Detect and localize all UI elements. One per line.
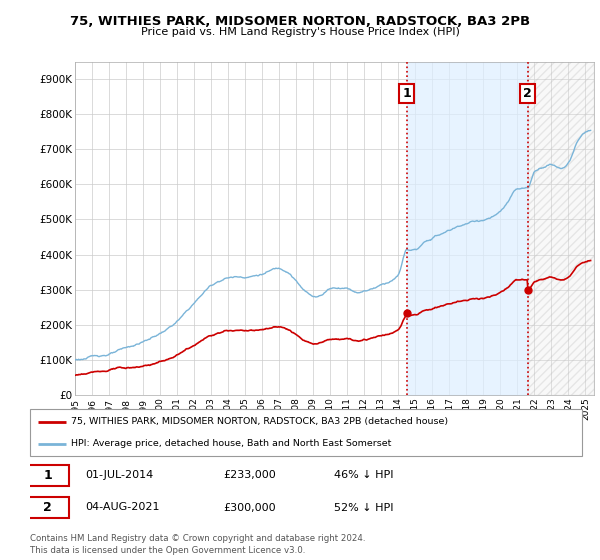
- Text: 46% ↓ HPI: 46% ↓ HPI: [334, 470, 393, 480]
- Text: £233,000: £233,000: [223, 470, 276, 480]
- FancyBboxPatch shape: [30, 409, 582, 456]
- Text: 1: 1: [43, 469, 52, 482]
- Text: 75, WITHIES PARK, MIDSOMER NORTON, RADSTOCK, BA3 2PB (detached house): 75, WITHIES PARK, MIDSOMER NORTON, RADST…: [71, 417, 449, 426]
- Text: 52% ↓ HPI: 52% ↓ HPI: [334, 502, 393, 512]
- Text: 1: 1: [403, 87, 411, 100]
- Text: 75, WITHIES PARK, MIDSOMER NORTON, RADSTOCK, BA3 2PB: 75, WITHIES PARK, MIDSOMER NORTON, RADST…: [70, 15, 530, 28]
- Text: £300,000: £300,000: [223, 502, 276, 512]
- Text: 01-JUL-2014: 01-JUL-2014: [85, 470, 154, 480]
- FancyBboxPatch shape: [27, 497, 68, 519]
- Text: 2: 2: [523, 87, 532, 100]
- Text: 04-AUG-2021: 04-AUG-2021: [85, 502, 160, 512]
- FancyBboxPatch shape: [27, 464, 68, 486]
- Text: HPI: Average price, detached house, Bath and North East Somerset: HPI: Average price, detached house, Bath…: [71, 439, 392, 448]
- Text: Contains HM Land Registry data © Crown copyright and database right 2024.
This d: Contains HM Land Registry data © Crown c…: [30, 534, 365, 555]
- Text: 2: 2: [43, 501, 52, 514]
- Text: Price paid vs. HM Land Registry's House Price Index (HPI): Price paid vs. HM Land Registry's House …: [140, 27, 460, 37]
